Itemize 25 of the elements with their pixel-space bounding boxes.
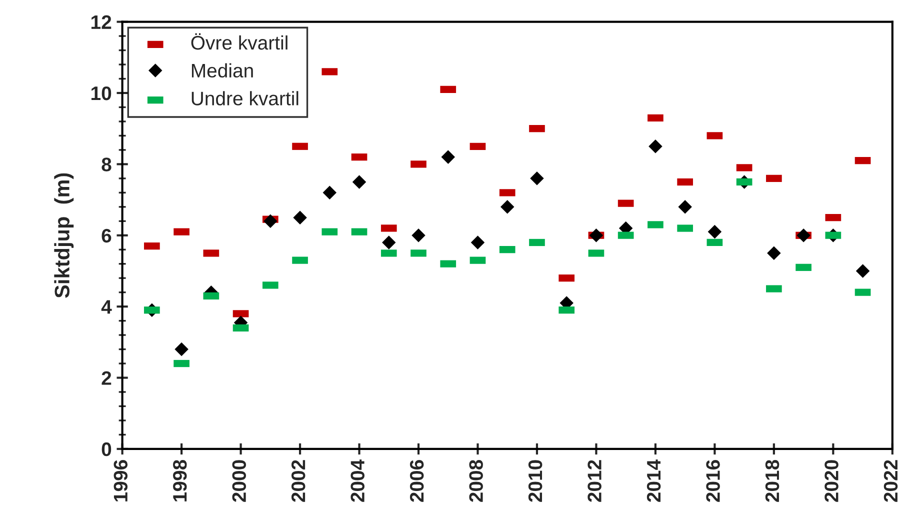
y-tick-label: 10 [91, 86, 112, 100]
x-tick-label: 2000 [232, 460, 246, 502]
y-axis-title: Siktdjup (m) [54, 173, 74, 298]
y-tick-label: 0 [102, 442, 112, 456]
x-tick-label: 2010 [528, 460, 542, 502]
legend-label: Övre kvartil [191, 33, 288, 50]
x-tick-label: 2018 [765, 460, 780, 502]
x-tick-label: 1998 [173, 460, 187, 502]
x-tick-label: 2022 [884, 460, 898, 502]
x-tick-label: 2020 [824, 460, 838, 502]
legend-label: Undre kvartil [192, 91, 298, 106]
y-tick-label: 12 [91, 15, 112, 29]
x-tick-label: 2002 [291, 460, 306, 502]
y-tick-label: 2 [102, 371, 112, 385]
x-tick-label: 2004 [350, 459, 364, 502]
x-tick-label: 2012 [588, 460, 602, 502]
x-tick-label: 2016 [706, 460, 720, 502]
y-tick-label: 8 [102, 158, 112, 172]
x-tick-label: 2014 [646, 459, 661, 502]
y-tick-label: 4 [101, 300, 112, 314]
x-tick-label: 1996 [114, 460, 128, 502]
x-tick-label: 2008 [469, 460, 483, 502]
legend-label: Median [192, 63, 253, 78]
y-tick-label: 6 [102, 228, 112, 243]
x-tick-label: 2006 [410, 460, 424, 502]
